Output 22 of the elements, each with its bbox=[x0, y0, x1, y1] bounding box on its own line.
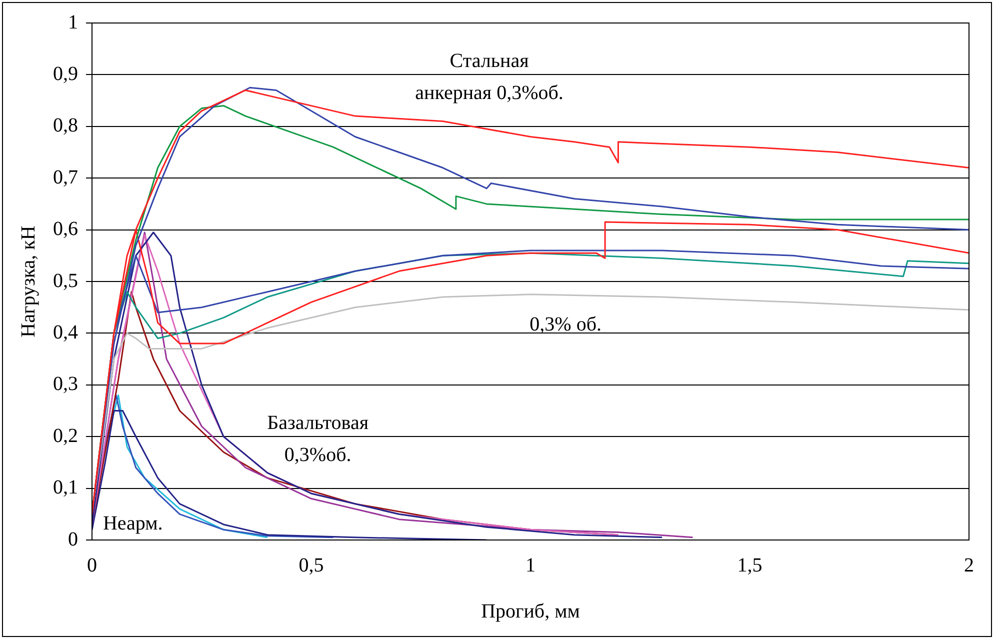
x-tick-label: 0 bbox=[87, 554, 97, 576]
y-tick-label: 0,3 bbox=[53, 373, 78, 396]
x-axis-title: Прогиб, мм bbox=[481, 600, 580, 622]
x-tick-label: 1 bbox=[526, 554, 536, 576]
annotation: Стальная анкерная 0,3%об. bbox=[415, 50, 564, 104]
y-tick-label: 0,2 bbox=[53, 424, 78, 447]
x-tick-label: 2 bbox=[964, 554, 974, 576]
y-tick-label: 0,5 bbox=[53, 270, 78, 292]
y-tick-label: 0,7 bbox=[53, 166, 78, 188]
y-tick-label: 0,8 bbox=[53, 114, 78, 137]
y-tick-label: 0,1 bbox=[53, 476, 78, 499]
annotation: Базальтовая 0,3%об. bbox=[267, 412, 369, 466]
y-tick-label: 0 bbox=[68, 528, 78, 550]
y-tick-label: 0,6 bbox=[53, 218, 78, 240]
y-tick-label: 0,4 bbox=[53, 321, 78, 344]
x-tick-label: 0,5 bbox=[298, 554, 324, 576]
y-tick-label: 1 bbox=[68, 11, 78, 34]
x-tick-label: 1,5 bbox=[737, 554, 762, 576]
y-tick-label: 0,9 bbox=[53, 62, 78, 85]
annotation: Неарм. bbox=[102, 512, 163, 535]
annotation: 0,3% об. bbox=[530, 314, 602, 336]
y-axis-title: Нагрузка, кН bbox=[17, 226, 40, 338]
